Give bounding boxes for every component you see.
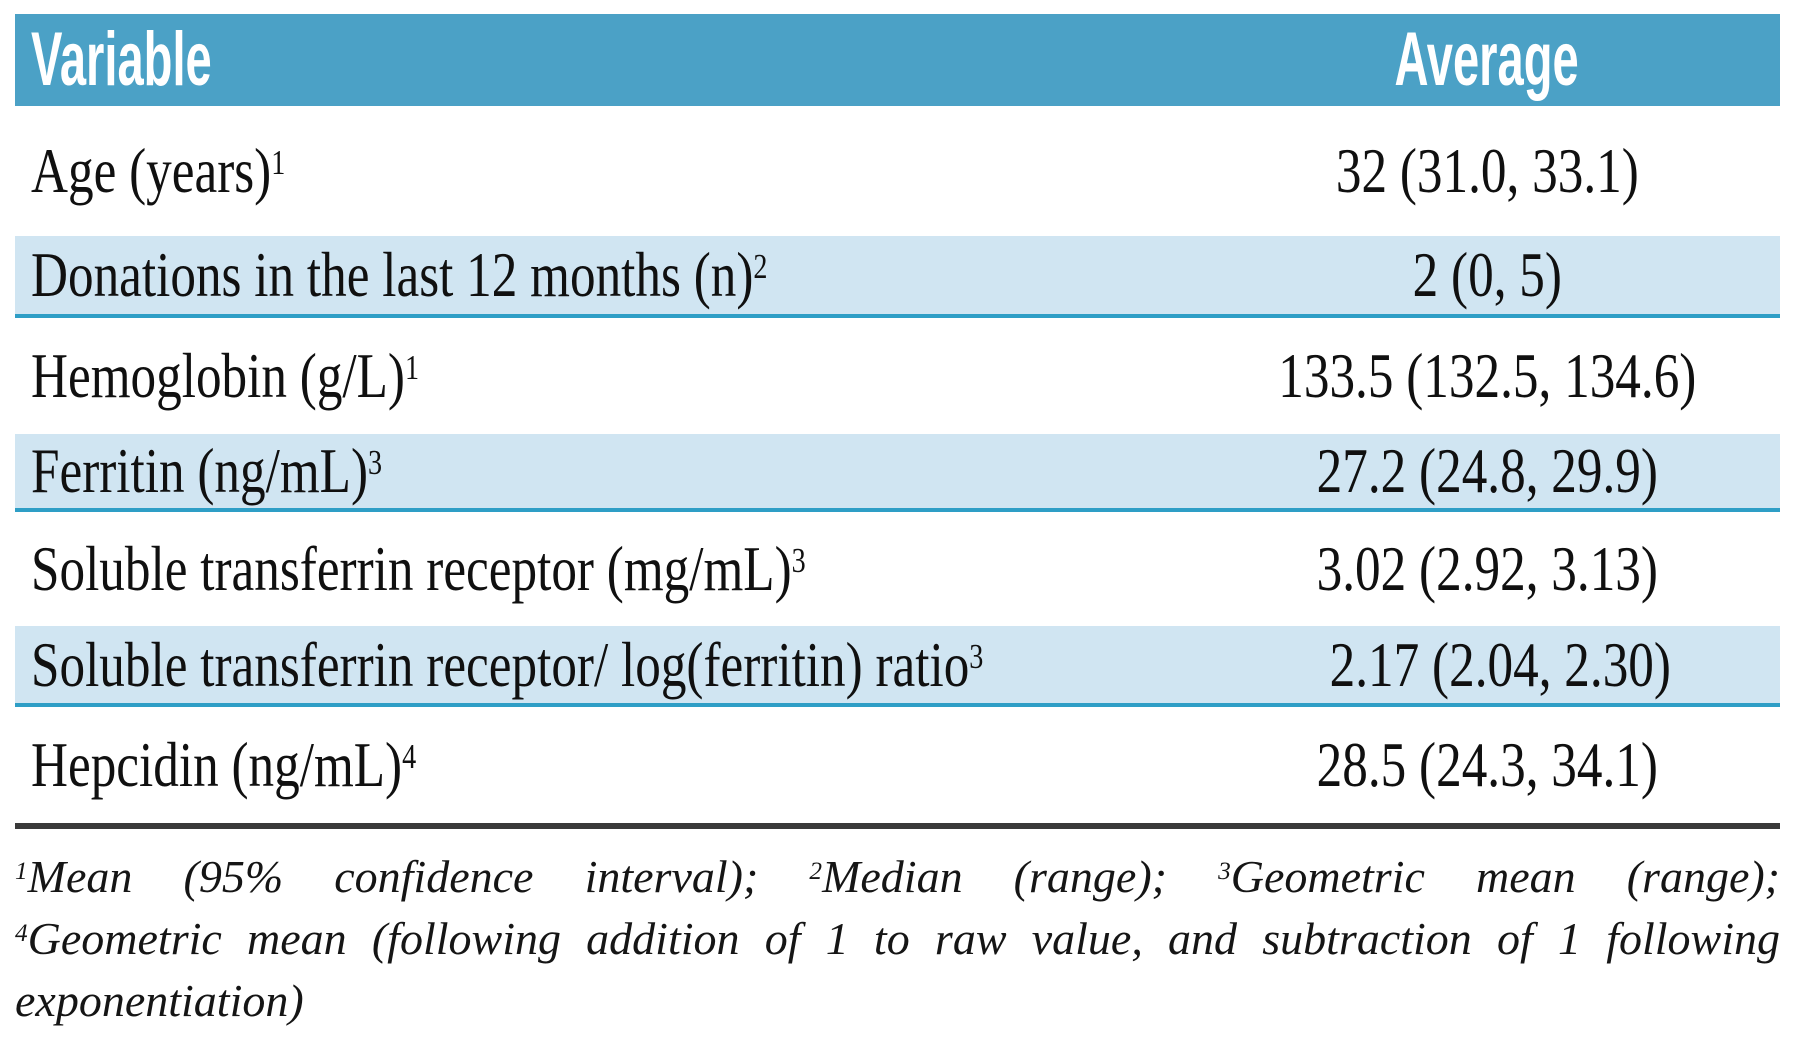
row-value: 2.17 (2.04, 2.30) — [1330, 628, 1672, 700]
row-label: Hepcidin (ng/mL)4 — [31, 729, 417, 800]
row-value-cell: 2 (0, 5) — [1194, 238, 1780, 312]
row-value: 32 (31.0, 33.1) — [1335, 135, 1639, 206]
table-row: Age (years)1 32 (31.0, 33.1) — [15, 106, 1780, 236]
table-row: Hemoglobin (g/L)1 133.5 (132.5, 134.6) — [15, 318, 1780, 434]
row-value-cell: 3.02 (2.92, 3.13) — [1194, 532, 1780, 606]
row-label: Soluble transferrin receptor (mg/mL)3 — [31, 533, 806, 604]
row-label-cell: Soluble transferrin receptor/ log(ferrit… — [15, 628, 1221, 702]
table-row: Donations in the last 12 months (n)2 2 (… — [15, 236, 1780, 318]
row-label-cell: Age (years)1 — [15, 134, 1194, 208]
row-value-cell: 32 (31.0, 33.1) — [1194, 134, 1780, 208]
footnotes: 1Mean (95% confidence interval); 2Median… — [15, 846, 1780, 1032]
row-label-cell: Hepcidin (ng/mL)4 — [15, 728, 1194, 802]
header-cell-variable: Variable — [15, 14, 1194, 106]
table-row: Soluble transferrin receptor (mg/mL)3 3.… — [15, 512, 1780, 626]
row-value: 2 (0, 5) — [1412, 239, 1562, 310]
table-row: Hepcidin (ng/mL)4 28.5 (24.3, 34.1) — [15, 707, 1780, 823]
row-label: Soluble transferrin receptor/ log(ferrit… — [31, 628, 984, 700]
table-header-row: Variable Average — [15, 14, 1780, 106]
header-cell-average: Average — [1194, 14, 1780, 106]
row-value-cell: 28.5 (24.3, 34.1) — [1194, 728, 1780, 802]
row-label-cell: Soluble transferrin receptor (mg/mL)3 — [15, 532, 1194, 606]
statistics-table: Variable Average Age (years)1 32 (31.0, … — [15, 14, 1780, 1032]
footnote-divider — [15, 823, 1780, 829]
row-value-cell: 27.2 (24.8, 29.9) — [1194, 434, 1780, 508]
row-value-cell: 133.5 (132.5, 134.6) — [1194, 339, 1780, 413]
table-row: Soluble transferrin receptor/ log(ferrit… — [15, 626, 1780, 707]
row-value: 28.5 (24.3, 34.1) — [1316, 729, 1658, 800]
row-label: Donations in the last 12 months (n)2 — [31, 239, 768, 310]
row-label-cell: Hemoglobin (g/L)1 — [15, 339, 1194, 413]
row-value: 3.02 (2.92, 3.13) — [1316, 533, 1658, 604]
header-variable-text: Variable — [31, 17, 212, 102]
footnote-line: 4Geometric mean (following addition of 1… — [15, 913, 1780, 964]
row-value: 133.5 (132.5, 134.6) — [1277, 340, 1697, 411]
row-label: Age (years)1 — [31, 135, 286, 206]
row-label-cell: Ferritin (ng/mL)3 — [15, 434, 1194, 508]
row-value-cell: 2.17 (2.04, 2.30) — [1221, 628, 1780, 702]
row-value: 27.2 (24.8, 29.9) — [1316, 435, 1658, 506]
row-label: Hemoglobin (g/L)1 — [31, 340, 420, 411]
row-label-cell: Donations in the last 12 months (n)2 — [15, 238, 1194, 312]
header-average-text: Average — [1394, 17, 1580, 102]
row-label: Ferritin (ng/mL)3 — [31, 435, 383, 506]
table-row: Ferritin (ng/mL)3 27.2 (24.8, 29.9) — [15, 434, 1780, 512]
footnote-line: exponentiation) — [15, 975, 304, 1026]
footnote-line: 1Mean (95% confidence interval); 2Median… — [15, 851, 1780, 902]
